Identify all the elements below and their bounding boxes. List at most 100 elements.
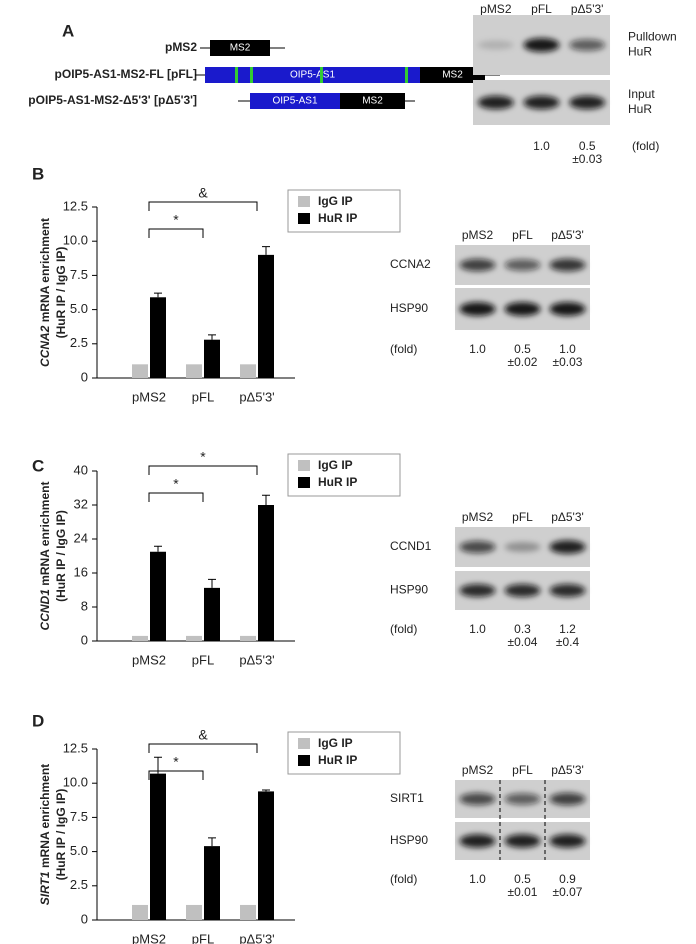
y-label-gene: SIRT1	[38, 871, 52, 905]
blot-band	[504, 542, 541, 552]
significance-bracket	[148, 201, 258, 211]
y-label-text: mRNA enrichment	[38, 764, 52, 872]
bar	[240, 904, 256, 920]
y-axis-label: CCNA2 mRNA enrichment	[38, 218, 52, 367]
construct-box	[340, 93, 405, 109]
error-bar	[154, 545, 162, 552]
fold-value: 0.3	[514, 622, 531, 636]
fold-label: (fold)	[390, 342, 417, 356]
fold-value: 1.0	[469, 622, 486, 636]
y-tick-label: 40	[74, 462, 88, 477]
bar	[186, 364, 202, 378]
bar	[132, 635, 148, 641]
lane-label: pMS2	[462, 763, 494, 777]
construct-name: pMS2	[165, 40, 197, 54]
x-tick-label: pΔ5'3'	[239, 389, 274, 404]
bar	[186, 635, 202, 641]
construct-box	[205, 67, 420, 83]
significance-label: *	[173, 754, 179, 770]
construct-box	[250, 93, 340, 109]
blot-band	[569, 95, 606, 110]
y-tick-label: 5.0	[70, 843, 88, 858]
significance-label: *	[173, 212, 179, 228]
blot-band	[549, 583, 586, 598]
lane-label: pMS2	[462, 510, 494, 524]
blot-band	[459, 302, 496, 316]
blot-row-label: HSP90	[390, 583, 428, 597]
legend-swatch	[298, 755, 310, 766]
fold-value: 0.5	[514, 872, 531, 886]
y-tick-label: 2.5	[70, 877, 88, 892]
fold-value: 0.5	[579, 139, 596, 153]
bar	[258, 791, 274, 920]
blot-band	[569, 39, 606, 51]
legend-label: HuR IP	[318, 753, 357, 767]
y-axis-label-2: (HuR IP / IgG IP)	[54, 789, 68, 881]
bar	[150, 551, 166, 641]
lane-label: pFL	[531, 2, 552, 16]
error-bar	[208, 578, 216, 588]
fold-value: 1.0	[533, 139, 550, 153]
y-label-gene: CCND1	[38, 589, 52, 631]
y-label-gene: CCNA2	[38, 325, 52, 367]
y-tick-label: 16	[74, 564, 88, 579]
construct-part: MS2	[230, 43, 251, 54]
y-axis-label: CCND1 mRNA enrichment	[38, 482, 52, 631]
lane-label: pMS2	[462, 228, 494, 242]
significance-label: &	[198, 185, 208, 201]
x-tick-label: pMS2	[132, 931, 166, 944]
y-tick-label: 2.5	[70, 335, 88, 350]
y-axis-label-2: (HuR IP / IgG IP)	[54, 510, 68, 602]
y-tick-label: 12.5	[63, 740, 88, 755]
x-tick-label: pΔ5'3'	[239, 652, 274, 667]
legend-swatch	[298, 460, 310, 471]
y-tick-label: 10.0	[63, 233, 88, 248]
legend-label: IgG IP	[318, 194, 353, 208]
y-tick-label: 7.5	[70, 809, 88, 824]
blot-band	[504, 834, 541, 848]
legend-label: IgG IP	[318, 458, 353, 472]
fold-label: (fold)	[390, 872, 417, 886]
blot-band	[459, 540, 496, 554]
blot-band	[549, 302, 586, 316]
blot-row-label: HSP90	[390, 833, 428, 847]
blot-band	[504, 793, 541, 805]
bar	[240, 635, 256, 641]
x-tick-label: pMS2	[132, 652, 166, 667]
blot-row-label: CCNA2	[390, 257, 431, 271]
significance-label: *	[200, 449, 206, 465]
construct-name: pOIP5-AS1-MS2-Δ5'3' [pΔ5'3']	[28, 93, 197, 107]
blot-band	[459, 258, 496, 272]
fold-value: ±0.07	[553, 885, 583, 899]
fold-label: (fold)	[390, 622, 417, 636]
panel-label: D	[32, 711, 44, 730]
y-tick-label: 5.0	[70, 301, 88, 316]
panel-label: B	[32, 164, 44, 183]
blot-row-label: Input	[628, 87, 655, 101]
legend-label: HuR IP	[318, 211, 357, 225]
construct-box	[210, 40, 270, 56]
blot-row-label: HuR	[628, 45, 652, 59]
fold-value: 0.9	[559, 872, 576, 886]
blot-band	[523, 38, 560, 52]
y-tick-label: 0	[81, 369, 88, 384]
construct-part: MS2	[362, 96, 383, 107]
green-mark	[250, 67, 253, 83]
bar	[150, 297, 166, 378]
legend-swatch	[298, 477, 310, 488]
blot-row-label: SIRT1	[390, 791, 424, 805]
bar	[132, 904, 148, 920]
lane-label: pMS2	[480, 2, 512, 16]
blot-band	[504, 259, 541, 271]
y-tick-label: 24	[74, 530, 88, 545]
fold-value: 1.0	[469, 342, 486, 356]
error-bar	[262, 789, 270, 792]
bar	[204, 339, 220, 378]
significance-bracket	[148, 228, 204, 238]
error-bar	[208, 334, 216, 340]
legend-swatch	[298, 196, 310, 207]
significance-bracket	[148, 743, 258, 753]
fold-value: ±0.02	[508, 355, 538, 369]
construct-name: pOIP5-AS1-MS2-FL [pFL]	[55, 67, 197, 81]
